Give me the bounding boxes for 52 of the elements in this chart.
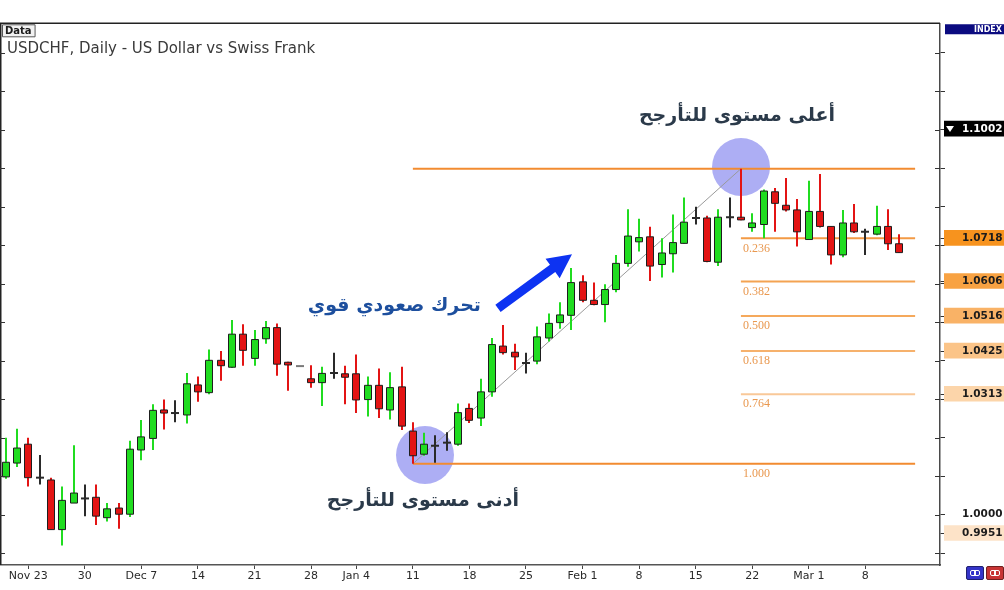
candlestick [861, 227, 869, 256]
x-tick-label: 30 [77, 569, 92, 583]
y-tick-label: 0.9951 [962, 526, 1003, 539]
annotation: 0.382 [742, 283, 770, 298]
x-tick-label: Nov 23 [8, 569, 48, 583]
x-tick-label: 8 [861, 569, 869, 583]
y-tick-label: 1.0606 [962, 274, 1003, 287]
x-tick-label: 14 [190, 569, 205, 583]
x-tick-label: 22 [745, 569, 760, 583]
candlestick [341, 364, 349, 406]
annotation: تحرك صعودي قوي [307, 293, 481, 318]
y-tick-label: 1.0000 [962, 507, 1003, 520]
x-tick-label: 8 [635, 569, 643, 583]
candlestick [171, 399, 179, 424]
x-tick-label: Feb 1 [567, 569, 598, 583]
candlestick [251, 328, 259, 367]
annotation: أعلى مستوى للتأرجح [638, 101, 835, 126]
x-tick-label: 28 [304, 569, 319, 583]
candlestick [81, 483, 89, 518]
candlestick [771, 186, 779, 233]
x-tick-label: 21 [247, 569, 262, 583]
candlestick [726, 196, 734, 229]
candlestick [522, 351, 530, 375]
candlestick [579, 274, 587, 304]
annotation: 0.764 [742, 396, 770, 411]
x-tick-label: 15 [688, 569, 703, 583]
annotation: 0.500 [742, 318, 770, 333]
x-tick-label: Jan 4 [341, 569, 371, 583]
annotation: 1.000 [742, 465, 770, 480]
candlestick [160, 398, 168, 431]
y-tick-label: 1.1002 [962, 121, 1003, 134]
x-tick-label: Mar 1 [793, 569, 825, 583]
candlestick [330, 351, 338, 380]
y-tick-label: 1.0425 [962, 343, 1003, 356]
x-tick-label: Dec 7 [125, 569, 158, 583]
y-tick-label: 1.0313 [962, 386, 1003, 399]
candlestick [296, 365, 304, 368]
candlestick [443, 431, 451, 452]
x-tick-label: 11 [405, 569, 420, 583]
x-tick-label: 18 [462, 569, 477, 583]
text: INDEX [974, 24, 1003, 34]
annotation: 0.618 [742, 353, 770, 368]
y-tick-label: 1.0516 [962, 308, 1003, 321]
annotation: 0.236 [742, 240, 770, 255]
text: USDCHF, Daily - US Dollar vs Swiss Frank [7, 39, 316, 58]
candlestick [692, 205, 700, 226]
annotation: Data [5, 24, 32, 36]
y-tick-label: 1.0718 [962, 231, 1003, 244]
candlestick [431, 434, 439, 464]
candlestick [36, 453, 44, 486]
annotation: أدنى مستوى للتأرجح [326, 486, 519, 511]
x-tick-label: 25 [518, 569, 533, 583]
